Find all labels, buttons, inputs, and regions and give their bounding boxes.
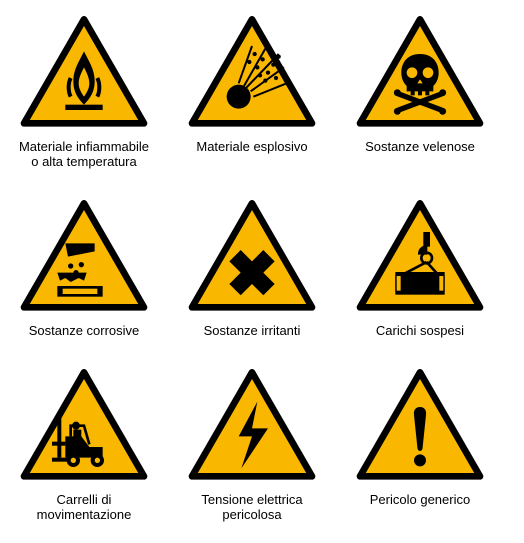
sign-cell-toxic: Sostanze velenose [346,14,494,170]
sign-label: Sostanze velenose [365,140,475,155]
electric-hazard-sign [182,367,322,487]
sign-cell-forklift: Carrelli dimovimentazione [10,367,158,523]
sign-cell-flammable: Materiale infiammabileo alta temperatura [10,14,158,170]
sign-label: Carrelli dimovimentazione [37,493,132,523]
sign-cell-explosive: Materiale esplosivo [178,14,326,170]
sign-label: Materiale esplosivo [196,140,307,155]
toxic-substances-sign [350,14,490,134]
sign-label: Tensione elettricapericolosa [201,493,302,523]
sign-label: Carichi sospesi [376,324,464,339]
explosive-material-sign [182,14,322,134]
forklift-sign [14,367,154,487]
flammable-material-sign [14,14,154,134]
sign-cell-overhead: Carichi sospesi [346,198,494,339]
hazard-sign-grid: Materiale infiammabileo alta temperatura… [0,0,504,543]
sign-label: Materiale infiammabileo alta temperatura [19,140,149,170]
sign-cell-generic: Pericolo generico [346,367,494,523]
overhead-load-sign [350,198,490,318]
corrosive-substances-sign [14,198,154,318]
sign-label: Pericolo generico [370,493,470,508]
sign-label: Sostanze corrosive [29,324,140,339]
sign-cell-electric: Tensione elettricapericolosa [178,367,326,523]
sign-cell-corrosive: Sostanze corrosive [10,198,158,339]
generic-hazard-sign [350,367,490,487]
sign-cell-irritant: Sostanze irritanti [178,198,326,339]
sign-label: Sostanze irritanti [204,324,301,339]
irritant-substances-sign [182,198,322,318]
